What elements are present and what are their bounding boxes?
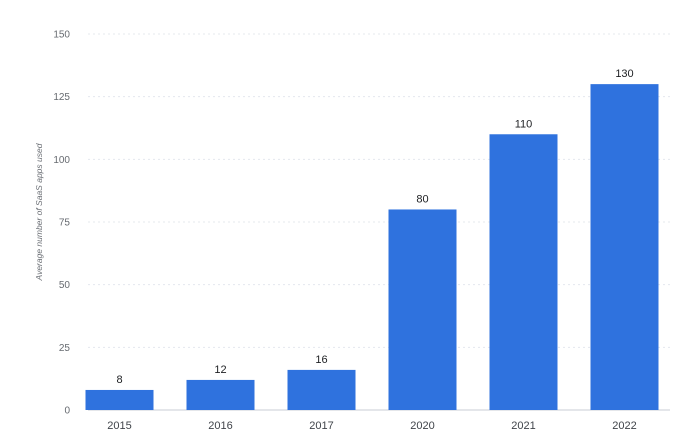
data-label-2017: 16 — [315, 354, 327, 366]
data-label-2020: 80 — [416, 193, 428, 205]
bar-2015 — [85, 389, 154, 410]
x-tick-label-2017: 2017 — [309, 420, 333, 432]
bars — [85, 84, 659, 410]
data-label-2016: 12 — [214, 364, 226, 376]
y-tick-label: 25 — [59, 343, 71, 354]
y-axis-ticks: 0 25 50 75 100 125 150 — [53, 30, 70, 417]
data-label-2021: 110 — [515, 118, 533, 130]
y-tick-label: 125 — [53, 92, 70, 103]
y-axis-title: Average number of SaaS apps used — [34, 143, 44, 281]
y-tick-label: 100 — [53, 155, 70, 166]
bar-2021 — [489, 134, 558, 410]
x-tick-label-2016: 2016 — [208, 420, 232, 432]
bar-2022 — [590, 84, 659, 410]
y-tick-label: 50 — [59, 280, 71, 291]
data-labels: 8 12 16 80 110 130 — [116, 68, 633, 386]
x-tick-label-2021: 2021 — [511, 420, 535, 432]
bar-2016 — [186, 379, 255, 410]
data-label-2015: 8 — [116, 374, 122, 386]
bar-2020 — [388, 209, 457, 410]
data-label-2022: 130 — [615, 68, 633, 80]
x-tick-label-2015: 2015 — [107, 420, 131, 432]
bar-2017 — [287, 369, 356, 410]
gridlines — [88, 33, 670, 411]
y-tick-label: 150 — [53, 30, 70, 41]
x-tick-label-2020: 2020 — [410, 420, 434, 432]
y-tick-label: 0 — [64, 406, 70, 417]
x-tick-label-2022: 2022 — [612, 420, 636, 432]
x-axis-ticks: 2015 2016 2017 2020 2021 2022 — [107, 420, 636, 432]
y-tick-label: 75 — [59, 218, 71, 229]
